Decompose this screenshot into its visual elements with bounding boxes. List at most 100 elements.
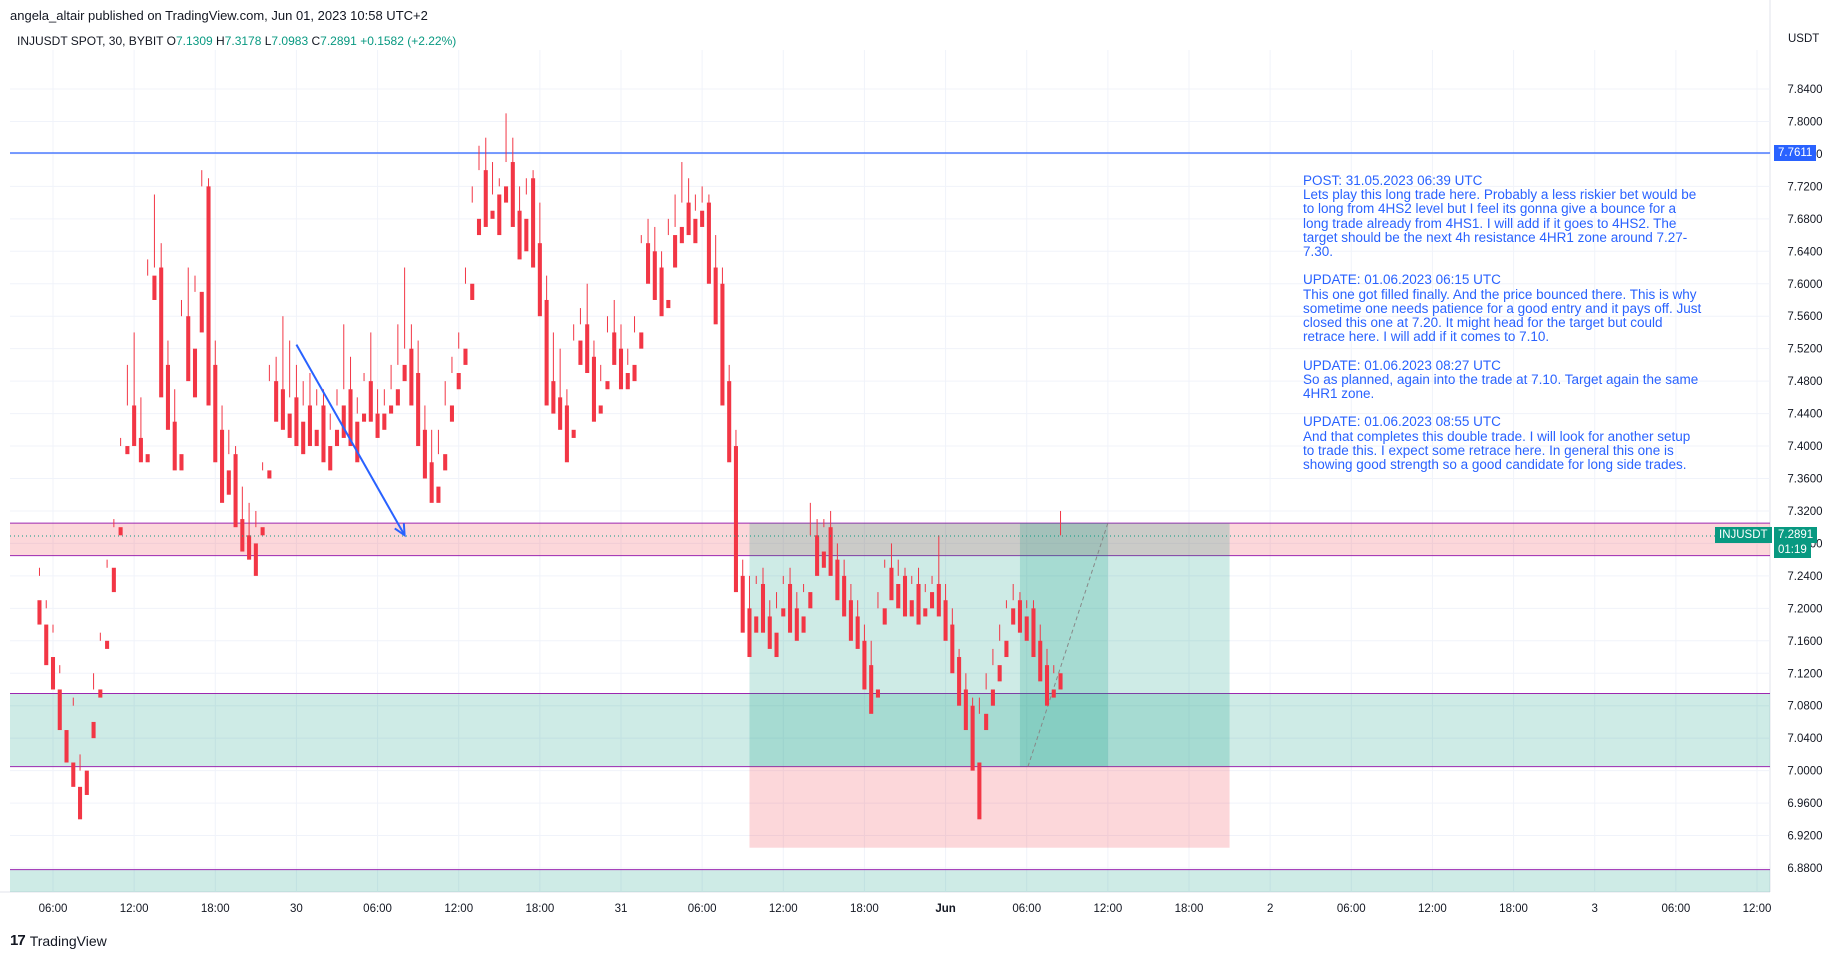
y-tick-label: 6.9600 — [1787, 798, 1822, 810]
candle-body — [747, 608, 752, 658]
candle — [808, 502, 813, 609]
y-tick-label: 7.7200 — [1787, 181, 1822, 193]
candle — [287, 340, 292, 438]
close-label: C — [311, 34, 321, 48]
candle-body — [287, 413, 292, 438]
candle — [936, 535, 941, 617]
candle-body — [835, 559, 840, 601]
candle — [1051, 665, 1056, 698]
currency-label: USDT — [1788, 33, 1820, 45]
y-tick-label: 7.4800 — [1787, 376, 1822, 388]
countdown-tag: 01:19 — [1774, 542, 1811, 559]
candle — [767, 600, 772, 649]
candle-body — [267, 470, 272, 479]
candle-body — [693, 218, 698, 244]
candle — [625, 348, 630, 390]
candle-body — [916, 583, 921, 625]
candle-body — [585, 324, 590, 374]
candle — [395, 324, 400, 406]
candle-body — [375, 413, 380, 438]
candle-body — [720, 283, 725, 406]
candle-body — [44, 624, 49, 666]
candle-body — [673, 235, 678, 268]
candle-body — [984, 713, 989, 731]
x-tick-label: 12:00 — [1418, 903, 1447, 915]
candle-body — [132, 405, 137, 447]
resistance-zone — [10, 523, 1770, 556]
candle — [463, 267, 468, 365]
candle-body — [105, 640, 110, 649]
open-value: 7.1309 — [175, 34, 213, 48]
candle — [706, 194, 711, 284]
candle-body — [652, 251, 657, 300]
candle — [50, 624, 56, 690]
tradingview-brand: TradingView — [29, 932, 107, 949]
candle — [1058, 510, 1063, 690]
candle-body — [896, 583, 901, 609]
candle-body — [206, 186, 211, 406]
candle-body — [456, 373, 461, 390]
candle-body — [848, 600, 853, 641]
candle-body — [504, 186, 509, 203]
candle-body — [470, 283, 475, 300]
candle — [84, 770, 89, 795]
candle — [355, 397, 360, 463]
candle — [280, 316, 285, 430]
candle — [882, 559, 887, 625]
candle — [855, 600, 860, 649]
candle-body — [625, 373, 630, 390]
candle-body — [1031, 608, 1036, 658]
candle — [267, 364, 272, 479]
candle-body — [564, 405, 569, 463]
candle — [132, 332, 137, 447]
candle-body — [666, 299, 671, 309]
y-tick-label: 7.4000 — [1787, 441, 1822, 453]
candle — [334, 389, 340, 447]
y-tick-label: 7.8000 — [1787, 116, 1822, 128]
candle-body — [355, 421, 360, 463]
tradingview-logo[interactable]: 17 TradingView — [10, 932, 107, 949]
candle — [598, 364, 603, 414]
candle-body — [341, 405, 346, 438]
candle-body — [260, 527, 265, 536]
candle-body — [91, 721, 96, 739]
candle — [510, 137, 515, 227]
candle-body — [280, 389, 285, 430]
candle-body — [524, 218, 529, 252]
candle — [37, 567, 42, 625]
candle — [673, 194, 678, 268]
candle-body — [186, 316, 191, 382]
x-tick-label: 06:00 — [363, 903, 392, 915]
candle — [652, 226, 657, 300]
candle — [274, 356, 279, 422]
y-tick-label: 7.1600 — [1787, 636, 1822, 648]
candle — [348, 356, 353, 447]
candle — [91, 673, 96, 739]
support-zone — [10, 693, 1770, 767]
candle — [1011, 583, 1016, 625]
candle — [341, 324, 346, 438]
candle — [591, 340, 596, 422]
candle — [693, 194, 698, 244]
candle — [368, 332, 373, 422]
candle — [963, 673, 968, 731]
x-tick-label: 12:00 — [1743, 903, 1772, 915]
candle — [754, 575, 759, 633]
symbol-name[interactable]: INJUSDT SPOT, 30, BYBIT — [17, 34, 164, 48]
candle — [57, 665, 62, 731]
candle — [443, 381, 448, 471]
candle-body — [213, 364, 218, 463]
y-tick-label: 7.4400 — [1787, 409, 1822, 421]
candle — [774, 592, 779, 658]
candle — [105, 559, 110, 649]
candle-body — [767, 616, 772, 649]
candle — [159, 243, 164, 398]
candle — [1004, 600, 1009, 658]
candle — [740, 559, 745, 633]
candle — [111, 519, 116, 593]
candle — [869, 640, 874, 714]
high-value: 7.3178 — [224, 34, 262, 48]
trend-arrow-head — [394, 523, 406, 538]
trade-notes[interactable]: POST: 31.05.2023 06:39 UTC Lets play thi… — [1303, 173, 1703, 486]
